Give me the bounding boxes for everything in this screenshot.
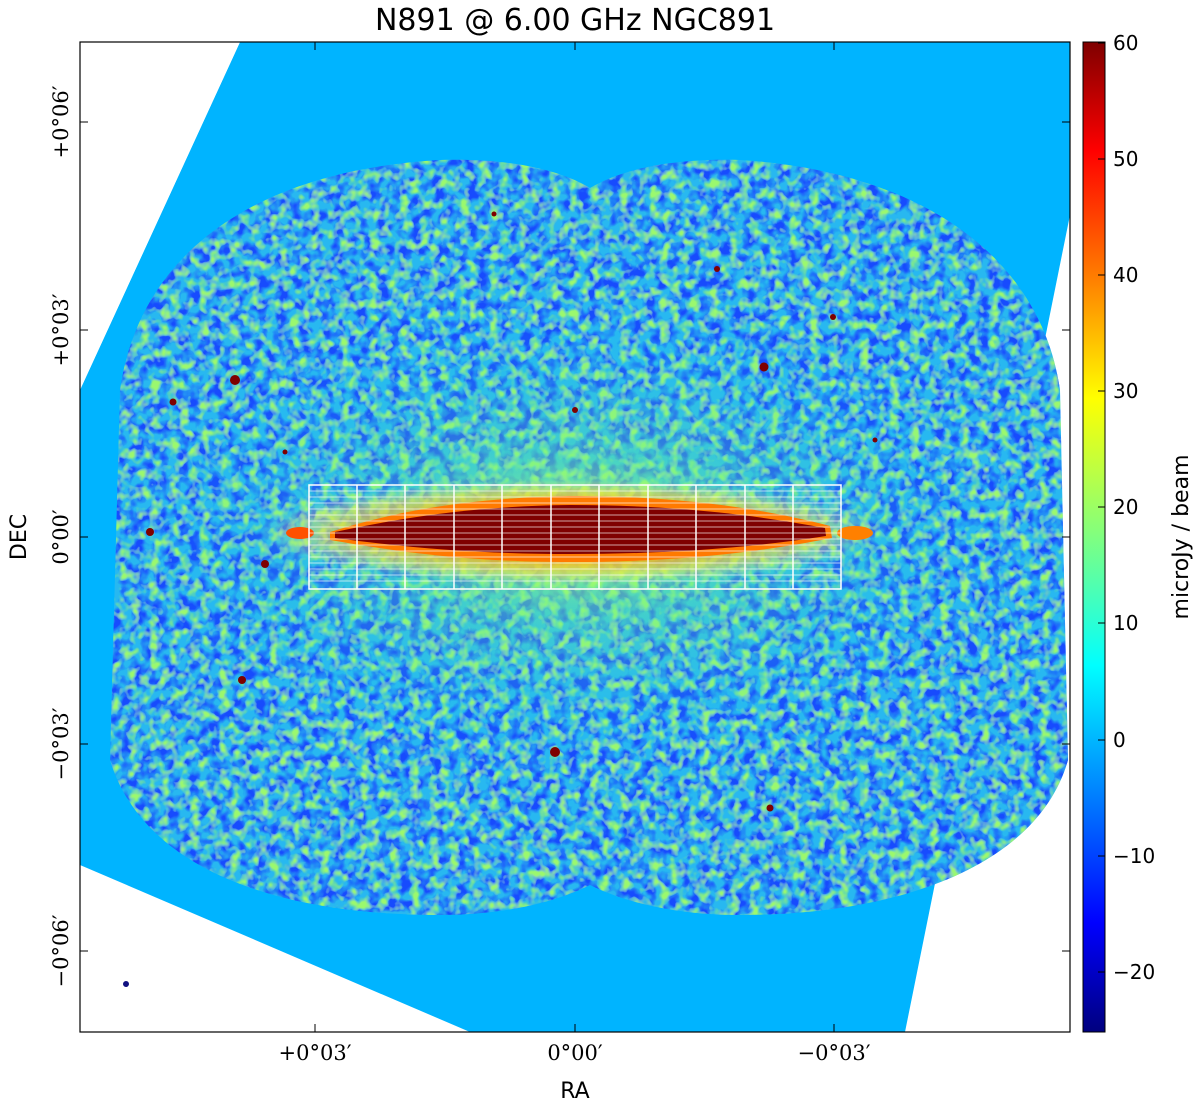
x-tick-label: 0°00′	[547, 1041, 603, 1065]
x-tick-label: +0°03′	[279, 1041, 352, 1065]
galaxy-disk	[260, 480, 880, 584]
colorbar-tick-label: 60	[1113, 31, 1138, 55]
colorbar-tick-label: 40	[1113, 263, 1138, 287]
y-tick-label: +0°06′	[49, 85, 73, 158]
y-tick-label: +0°03′	[49, 293, 73, 366]
colorbar-tick-label: 20	[1113, 495, 1138, 519]
box-grid-overlay	[308, 484, 842, 590]
y-tick-label: −0°03′	[49, 707, 73, 780]
colorbar-tick-label: −10	[1113, 844, 1155, 868]
x-axis-label: RA	[560, 1079, 589, 1104]
x-ticks	[314, 42, 835, 1032]
point-sources	[146, 211, 878, 812]
colorbar-tick-label: 10	[1113, 611, 1138, 635]
colorbar: 60 50 40 30 20 10 0 −10 −20 microJy / be…	[1082, 31, 1194, 1033]
beam-marker	[123, 981, 129, 987]
y-tick-label: 0°00′	[49, 509, 73, 565]
colorbar-tick-label: 50	[1113, 147, 1138, 171]
colorbar-gradient	[1082, 41, 1106, 1033]
colorbar-tick-label: −20	[1113, 960, 1155, 984]
colorbar-tick-label: 30	[1113, 379, 1138, 403]
figure-title: N891 @ 6.00 GHz NGC891	[375, 3, 775, 38]
y-ticks	[80, 121, 1070, 952]
y-axis-label: DEC	[7, 514, 32, 560]
image-panel	[80, 42, 1070, 1032]
y-tick-label: −0°06′	[49, 914, 73, 987]
colorbar-label: microJy / beam	[1169, 455, 1194, 620]
x-tick-label: −0°03′	[798, 1041, 871, 1065]
colorbar-tick-label: 0	[1113, 728, 1126, 752]
